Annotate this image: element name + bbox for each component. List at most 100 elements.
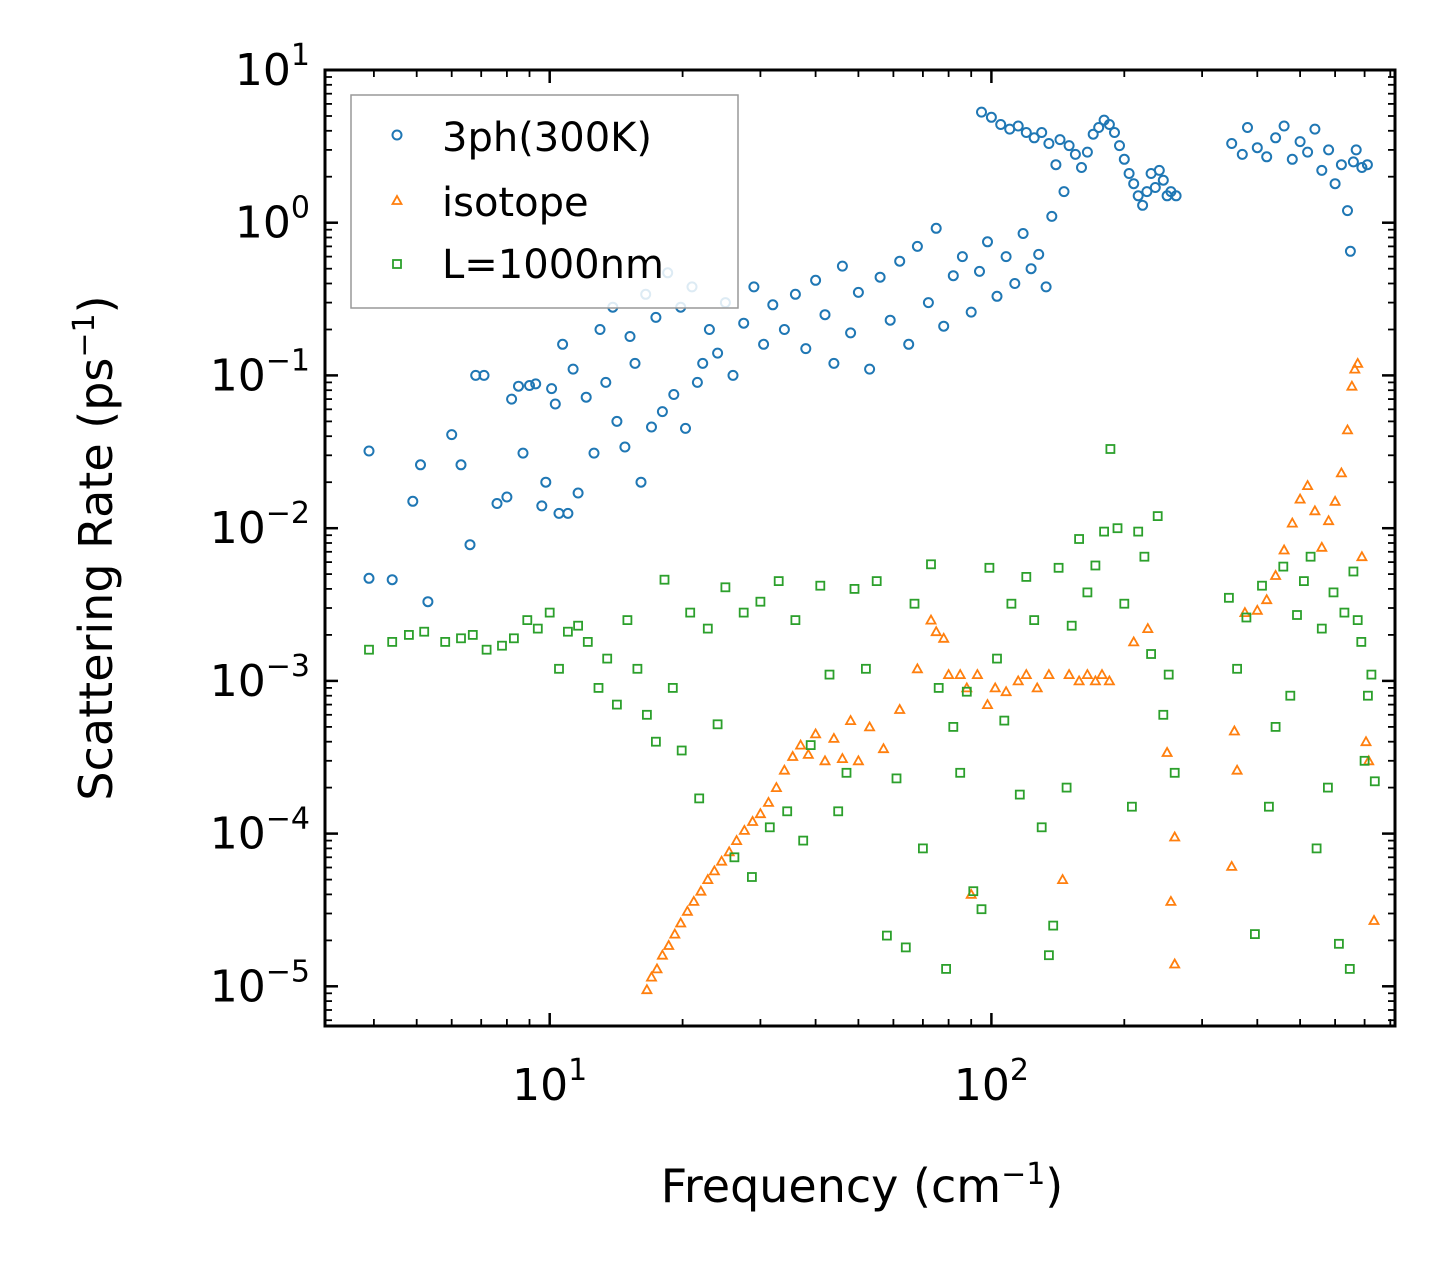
data-point bbox=[1170, 190, 1182, 202]
data-point bbox=[674, 916, 687, 928]
legend: 3ph(300K) isotope L=1000nm bbox=[350, 94, 739, 309]
data-point bbox=[798, 835, 809, 846]
data-point bbox=[508, 633, 519, 644]
data-point bbox=[1251, 142, 1263, 154]
data-point bbox=[662, 939, 675, 950]
data-point bbox=[1348, 566, 1359, 577]
data-point bbox=[968, 886, 979, 897]
data-point bbox=[1076, 162, 1087, 173]
data-point bbox=[782, 806, 793, 817]
data-point bbox=[1105, 444, 1116, 454]
data-point bbox=[874, 271, 886, 283]
data-point bbox=[656, 948, 669, 960]
data-point bbox=[1095, 668, 1109, 679]
data-point bbox=[1260, 593, 1273, 605]
legend-label-boundary: L=1000nm bbox=[442, 242, 664, 288]
data-point bbox=[694, 884, 707, 896]
data-point bbox=[403, 630, 414, 640]
data-point bbox=[632, 663, 643, 674]
data-point bbox=[563, 626, 573, 637]
data-point bbox=[955, 767, 966, 778]
data-point bbox=[1000, 685, 1013, 697]
data-point bbox=[1153, 164, 1165, 176]
y-tick-label: 101 bbox=[235, 38, 310, 96]
data-point bbox=[1251, 603, 1264, 615]
data-point bbox=[1335, 466, 1348, 478]
data-point bbox=[1050, 159, 1062, 171]
data-point bbox=[1020, 668, 1033, 679]
data-point bbox=[1103, 674, 1116, 686]
data-point bbox=[845, 327, 857, 339]
data-point bbox=[668, 389, 680, 400]
data-point bbox=[1168, 830, 1181, 842]
data-point bbox=[619, 441, 631, 453]
data-point bbox=[703, 324, 715, 335]
data-point bbox=[1369, 776, 1380, 787]
data-point bbox=[941, 964, 951, 974]
data-point bbox=[455, 459, 467, 471]
data-point bbox=[863, 720, 876, 732]
data-point bbox=[1099, 526, 1109, 537]
data-point bbox=[1347, 156, 1359, 168]
data-point bbox=[1257, 580, 1267, 591]
data-point bbox=[478, 369, 490, 381]
data-point bbox=[758, 338, 770, 350]
legend-box bbox=[350, 94, 739, 309]
data-point bbox=[754, 807, 767, 819]
data-point bbox=[1044, 950, 1054, 961]
data-point bbox=[1294, 136, 1306, 148]
series-1 bbox=[640, 357, 1381, 995]
data-point bbox=[1158, 709, 1169, 720]
data-point bbox=[1063, 668, 1076, 679]
data-point bbox=[1299, 576, 1309, 586]
y-axis-label: Scattering Rate (ps−1) bbox=[67, 295, 123, 800]
data-point bbox=[1329, 494, 1342, 506]
data-point bbox=[1359, 755, 1370, 766]
data-point bbox=[971, 668, 984, 679]
data-point bbox=[1141, 186, 1153, 198]
data-point bbox=[1355, 550, 1368, 562]
data-point bbox=[1017, 228, 1029, 239]
data-point bbox=[1103, 119, 1115, 130]
data-point bbox=[562, 507, 574, 519]
data-point bbox=[1081, 146, 1093, 158]
data-point bbox=[937, 631, 950, 643]
data-point bbox=[1036, 822, 1047, 833]
data-point bbox=[1114, 140, 1125, 152]
data-point bbox=[1118, 153, 1130, 165]
data-point bbox=[746, 815, 759, 826]
data-point bbox=[762, 796, 775, 807]
data-point bbox=[729, 852, 740, 863]
legend-marker-isotope bbox=[390, 194, 404, 205]
data-point bbox=[491, 498, 503, 509]
data-point bbox=[622, 615, 633, 625]
data-point bbox=[1048, 920, 1059, 931]
data-point bbox=[1054, 134, 1066, 146]
data-point bbox=[1232, 663, 1242, 674]
data-point bbox=[1351, 357, 1364, 368]
data-point bbox=[1278, 543, 1291, 555]
data-point bbox=[1056, 873, 1069, 884]
data-point bbox=[790, 615, 801, 625]
data-point bbox=[836, 752, 849, 763]
data-point bbox=[1294, 492, 1307, 504]
data-point bbox=[824, 669, 835, 680]
data-point bbox=[694, 793, 705, 804]
data-point bbox=[419, 626, 430, 637]
data-point bbox=[810, 274, 822, 286]
data-point bbox=[467, 630, 478, 640]
data-point bbox=[386, 574, 398, 586]
data-point bbox=[930, 625, 943, 637]
data-point bbox=[852, 286, 864, 298]
data-point bbox=[1146, 649, 1156, 659]
data-point bbox=[1046, 210, 1058, 222]
data-point bbox=[930, 222, 942, 234]
data-point bbox=[894, 255, 906, 267]
series-2 bbox=[364, 444, 1380, 974]
data-point bbox=[976, 904, 987, 915]
data-point bbox=[549, 398, 561, 410]
data-point bbox=[747, 872, 757, 882]
data-point bbox=[506, 393, 518, 405]
data-point bbox=[517, 447, 529, 459]
data-point bbox=[681, 904, 694, 916]
